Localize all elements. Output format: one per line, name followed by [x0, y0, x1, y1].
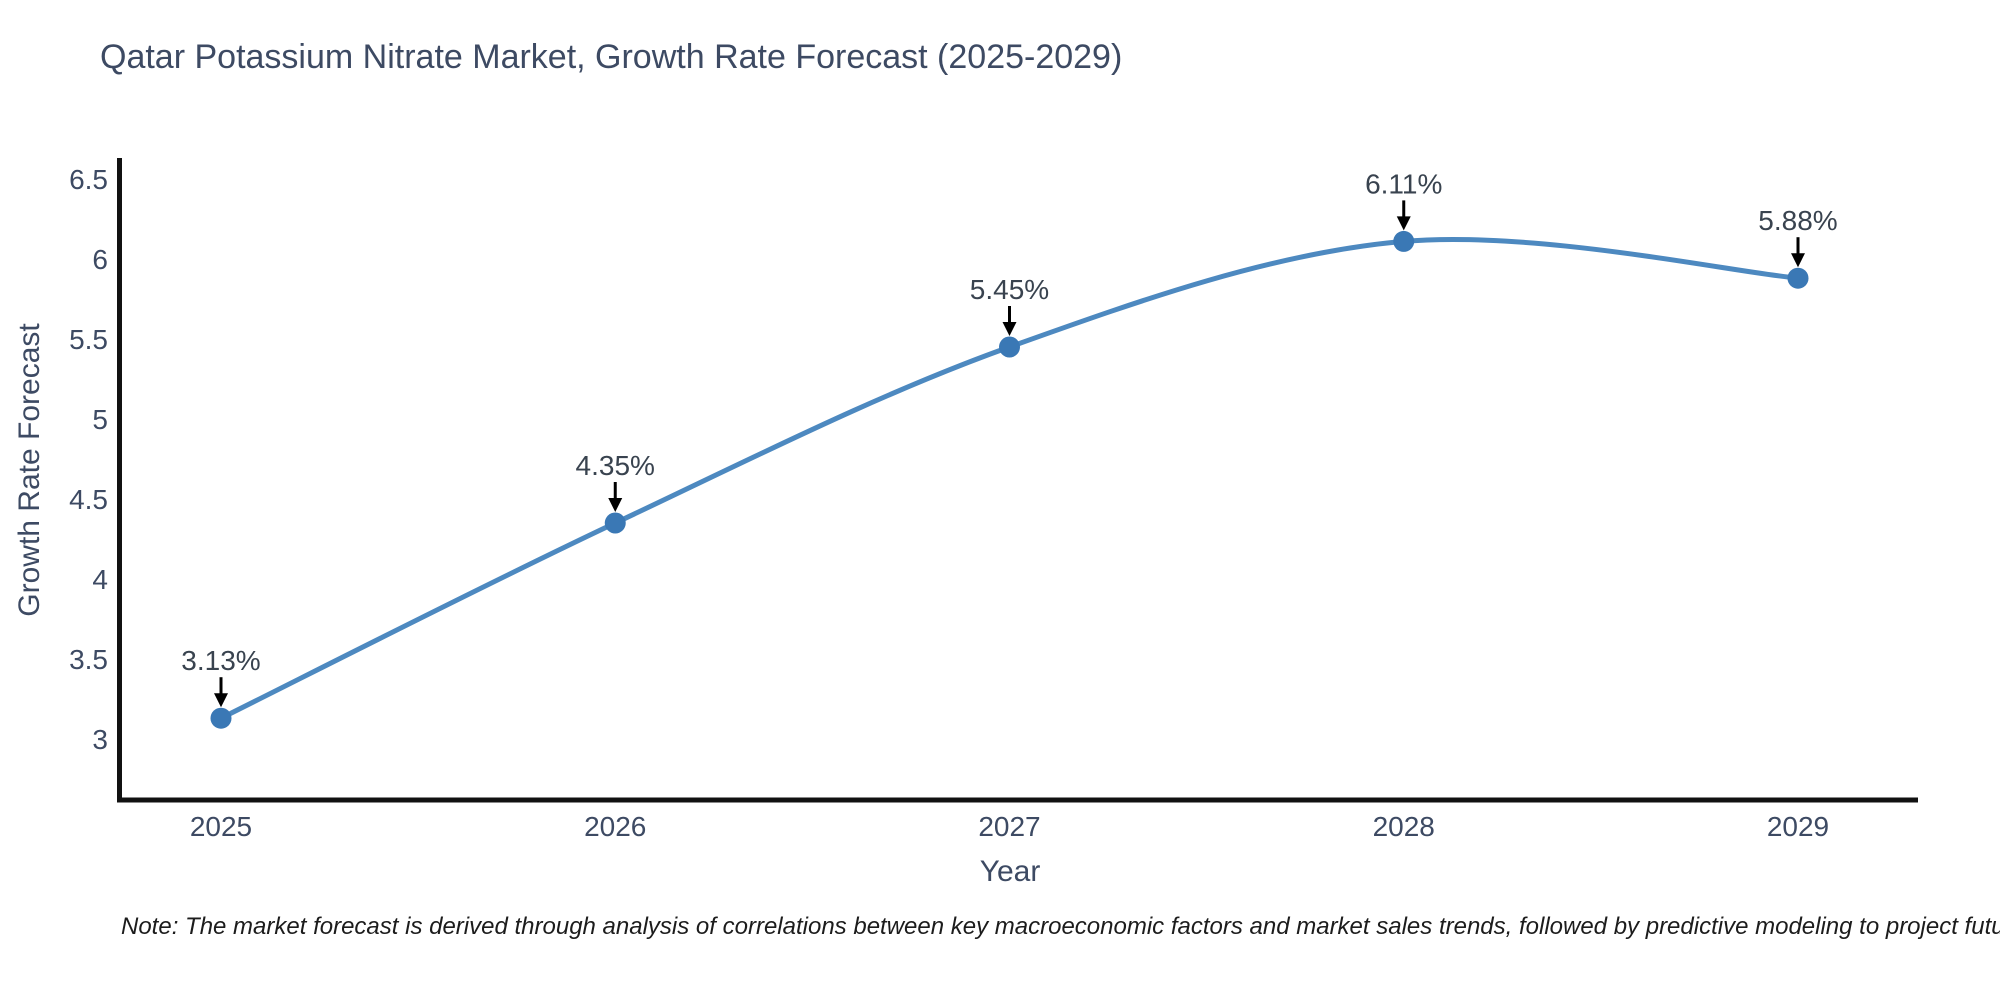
y-tick-label: 5 — [92, 404, 108, 435]
data-point-marker — [1393, 230, 1415, 252]
x-tick-label: 2029 — [1767, 811, 1829, 842]
x-tick-label: 2027 — [978, 811, 1040, 842]
annotation-label: 6.11% — [1365, 168, 1442, 199]
x-tick-label: 2026 — [584, 811, 646, 842]
y-tick-label: 4 — [92, 564, 108, 595]
annotation-arrowhead — [214, 693, 228, 708]
y-tick-label: 6.5 — [69, 164, 108, 195]
data-point-marker — [999, 336, 1020, 358]
x-axis-title: Year — [979, 855, 1041, 888]
data-point-marker — [210, 707, 232, 729]
footnote: Note: The market forecast is derived thr… — [121, 913, 2000, 940]
y-tick-label: 5.5 — [69, 324, 108, 355]
annotation-label: 5.88% — [1758, 205, 1837, 236]
annotation-arrowhead — [1791, 253, 1805, 268]
y-tick-label: 3.5 — [69, 644, 108, 675]
annotation-arrowhead — [1396, 216, 1411, 231]
y-tick-label: 6 — [92, 244, 108, 275]
data-point-marker — [604, 512, 626, 534]
annotation-arrowhead — [1002, 322, 1017, 336]
y-tick-label: 3 — [92, 724, 108, 755]
data-point-marker — [1787, 267, 1809, 289]
x-tick-label: 2028 — [1373, 811, 1435, 842]
x-tick-label: 2025 — [190, 811, 252, 842]
annotation-arrowhead — [608, 498, 623, 512]
y-tick-label: 4.5 — [69, 484, 108, 515]
annotation-label: 3.13% — [181, 645, 260, 676]
chart-title: Qatar Potassium Nitrate Market, Growth R… — [100, 38, 1123, 76]
annotation-label: 5.45% — [970, 274, 1049, 305]
annotation-label: 4.35% — [576, 450, 655, 481]
